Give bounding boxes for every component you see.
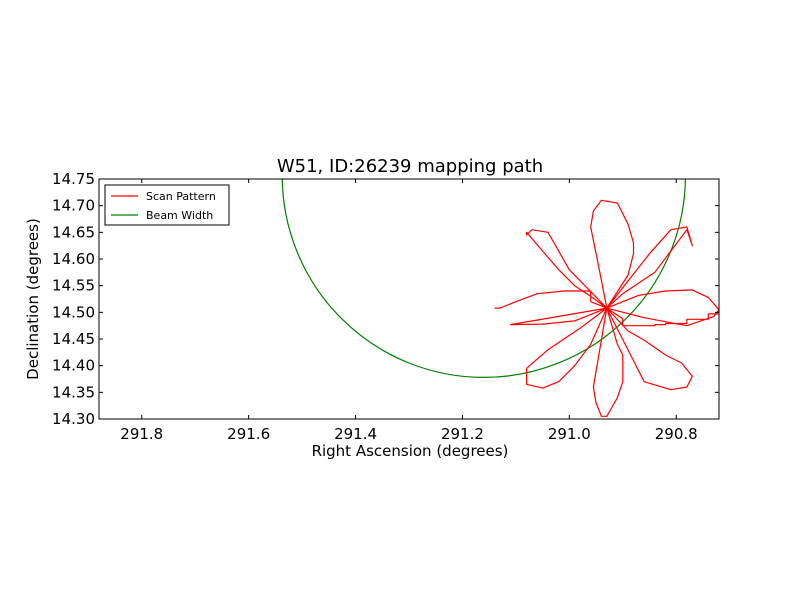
- chart-title: W51, ID:26239 mapping path: [277, 156, 543, 177]
- y-tick-label: 14.55: [52, 277, 95, 295]
- x-axis: 291.8 291.6 291.4 291.2 291.0 290.8: [120, 179, 698, 443]
- y-tick-label: 14.50: [52, 303, 95, 321]
- x-tick-label: 291.0: [548, 425, 591, 443]
- plot-area: [281, 179, 719, 417]
- y-axis: 14.30 14.35 14.40 14.45 14.50 14.55 14.60 14.65…: [52, 170, 719, 428]
- y-tick-label: 14.45: [52, 330, 95, 348]
- x-tick-label: 291.2: [441, 425, 484, 443]
- x-tick-label: 290.8: [655, 425, 698, 443]
- y-tick-label: 14.65: [52, 223, 95, 241]
- plot-frame: [98, 178, 720, 420]
- legend-label: Beam Width: [146, 209, 213, 222]
- x-tick-label: 291.4: [334, 425, 377, 443]
- x-tick-label: 291.6: [227, 425, 270, 443]
- y-tick-label: 14.35: [52, 383, 95, 401]
- x-tick-label: 291.8: [120, 425, 163, 443]
- x-axis-title: Right Ascension (degrees): [312, 442, 509, 460]
- y-tick-label: 14.30: [52, 410, 95, 428]
- scan-pattern-line: [494, 199, 719, 417]
- legend-label: Scan Pattern: [146, 190, 216, 203]
- legend: Scan Pattern Beam Width: [104, 184, 230, 226]
- y-tick-label: 14.40: [52, 357, 95, 375]
- legend-box: [104, 184, 230, 226]
- y-axis-title: Declination (degrees): [24, 218, 42, 380]
- y-tick-label: 14.70: [52, 197, 95, 215]
- beam-width-line: [281, 179, 686, 378]
- y-tick-label: 14.60: [52, 250, 95, 268]
- y-tick-label: 14.75: [52, 170, 95, 188]
